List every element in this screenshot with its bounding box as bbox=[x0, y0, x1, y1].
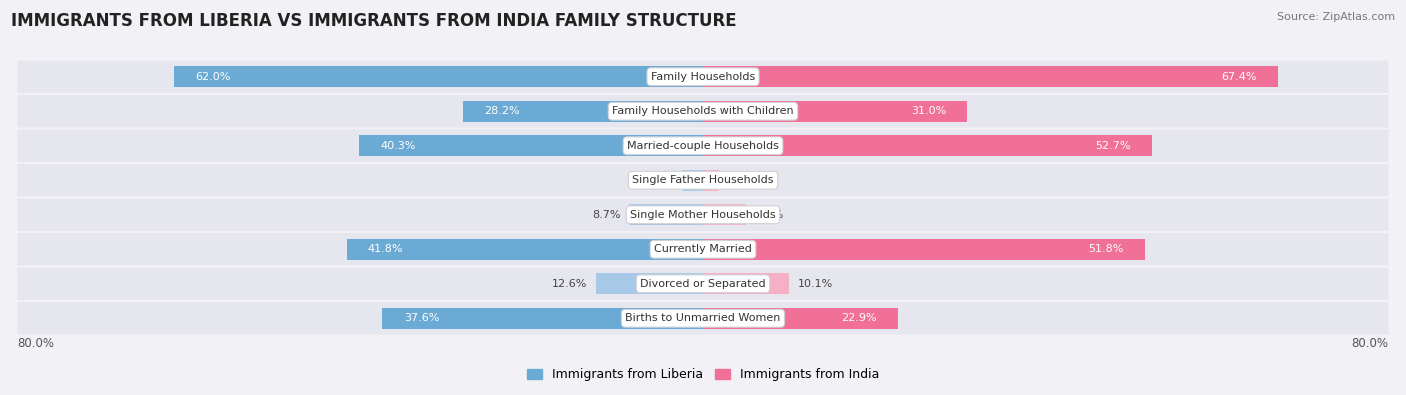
Text: Births to Unmarried Women: Births to Unmarried Women bbox=[626, 313, 780, 323]
FancyBboxPatch shape bbox=[17, 267, 1389, 300]
Text: 67.4%: 67.4% bbox=[1220, 72, 1257, 82]
Bar bbox=[347, 239, 703, 260]
Bar bbox=[703, 239, 1144, 260]
Bar bbox=[703, 308, 898, 329]
FancyBboxPatch shape bbox=[17, 302, 1389, 335]
Bar bbox=[382, 308, 703, 329]
FancyBboxPatch shape bbox=[17, 164, 1389, 196]
Text: 41.8%: 41.8% bbox=[368, 244, 404, 254]
Text: 28.2%: 28.2% bbox=[484, 106, 519, 116]
Bar bbox=[682, 169, 703, 191]
Bar bbox=[703, 66, 1278, 87]
Text: 2.5%: 2.5% bbox=[645, 175, 673, 185]
Text: 80.0%: 80.0% bbox=[17, 337, 55, 350]
FancyBboxPatch shape bbox=[17, 60, 1389, 93]
Text: Currently Married: Currently Married bbox=[654, 244, 752, 254]
Text: 51.8%: 51.8% bbox=[1088, 244, 1123, 254]
Text: Married-couple Households: Married-couple Households bbox=[627, 141, 779, 151]
Bar bbox=[174, 66, 703, 87]
Bar bbox=[628, 204, 703, 226]
Bar bbox=[703, 169, 720, 191]
Text: Single Father Households: Single Father Households bbox=[633, 175, 773, 185]
Legend: Immigrants from Liberia, Immigrants from India: Immigrants from Liberia, Immigrants from… bbox=[522, 363, 884, 386]
Text: 80.0%: 80.0% bbox=[1351, 337, 1389, 350]
FancyBboxPatch shape bbox=[17, 130, 1389, 162]
Text: Family Households with Children: Family Households with Children bbox=[612, 106, 794, 116]
Bar bbox=[703, 273, 789, 294]
FancyBboxPatch shape bbox=[17, 199, 1389, 231]
Text: Divorced or Separated: Divorced or Separated bbox=[640, 279, 766, 289]
Text: 12.6%: 12.6% bbox=[551, 279, 588, 289]
Text: 8.7%: 8.7% bbox=[592, 210, 620, 220]
Text: Single Mother Households: Single Mother Households bbox=[630, 210, 776, 220]
Text: IMMIGRANTS FROM LIBERIA VS IMMIGRANTS FROM INDIA FAMILY STRUCTURE: IMMIGRANTS FROM LIBERIA VS IMMIGRANTS FR… bbox=[11, 12, 737, 30]
Text: 1.9%: 1.9% bbox=[728, 175, 756, 185]
Text: 52.7%: 52.7% bbox=[1095, 141, 1130, 151]
Text: 10.1%: 10.1% bbox=[797, 279, 832, 289]
Text: Family Households: Family Households bbox=[651, 72, 755, 82]
Text: 62.0%: 62.0% bbox=[195, 72, 231, 82]
Text: 37.6%: 37.6% bbox=[404, 313, 439, 323]
Bar bbox=[596, 273, 703, 294]
Bar bbox=[360, 135, 703, 156]
FancyBboxPatch shape bbox=[17, 233, 1389, 265]
Text: 40.3%: 40.3% bbox=[381, 141, 416, 151]
Bar bbox=[703, 135, 1153, 156]
Bar bbox=[703, 101, 967, 122]
FancyBboxPatch shape bbox=[17, 95, 1389, 128]
Text: 5.1%: 5.1% bbox=[755, 210, 783, 220]
Text: 31.0%: 31.0% bbox=[911, 106, 946, 116]
Bar bbox=[463, 101, 703, 122]
Bar bbox=[703, 204, 747, 226]
Text: 22.9%: 22.9% bbox=[841, 313, 877, 323]
Text: Source: ZipAtlas.com: Source: ZipAtlas.com bbox=[1277, 12, 1395, 22]
